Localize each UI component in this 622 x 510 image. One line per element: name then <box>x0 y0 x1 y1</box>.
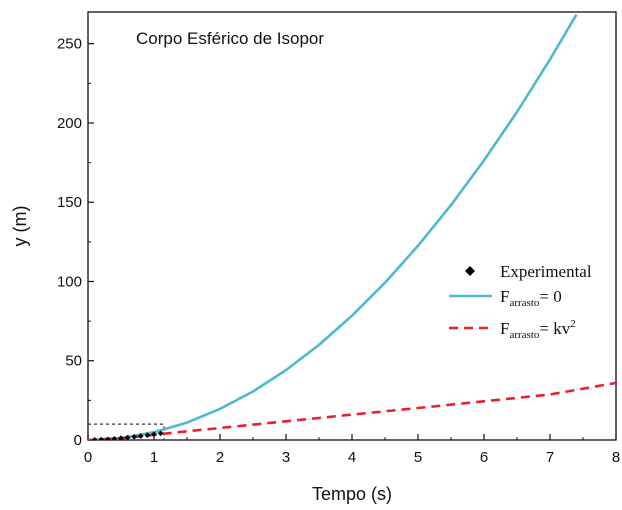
x-tick-label: 1 <box>150 449 158 466</box>
x-tick-label: 7 <box>546 449 554 466</box>
legend-fk-sub: arrasto <box>509 329 539 341</box>
experimental-point <box>157 430 164 437</box>
legend-label-f0: Farrasto= 0 <box>500 287 562 309</box>
x-tick-label: 0 <box>84 449 92 466</box>
experimental-point <box>144 432 151 439</box>
x-axis-label: Tempo (s) <box>312 484 392 504</box>
series-line-1 <box>88 14 578 440</box>
legend-f0-main: F <box>500 287 509 306</box>
x-tick-label: 8 <box>612 449 620 466</box>
legend-fk-sup: 2 <box>570 318 576 330</box>
legend-f0-sub: arrasto <box>509 297 539 309</box>
y-tick-label: 50 <box>65 353 82 370</box>
legend-fk-main: F <box>500 319 509 338</box>
y-tick-label: 200 <box>57 115 82 132</box>
legend-f0-rest: = 0 <box>539 287 561 306</box>
x-tick-label: 2 <box>216 449 224 466</box>
chart-title: Corpo Esférico de Isopor <box>136 29 324 48</box>
experimental-point <box>118 435 124 440</box>
experimental-point <box>124 434 131 440</box>
y-tick-label: 0 <box>74 432 82 449</box>
experimental-point <box>91 437 98 440</box>
x-tick-label: 3 <box>282 449 290 466</box>
x-tick-label: 4 <box>348 449 356 466</box>
series-group <box>88 14 616 440</box>
y-tick-label: 150 <box>57 194 82 211</box>
experimental-point <box>111 435 118 440</box>
experimental-point <box>151 431 157 438</box>
experimental-point <box>98 436 105 440</box>
y-tick-label: 250 <box>57 36 82 53</box>
experimental-point <box>131 434 138 440</box>
x-tick-label: 5 <box>414 449 422 466</box>
legend-fk-rest: = kv <box>539 319 570 338</box>
experimental-point <box>104 436 111 440</box>
series-line-2 <box>88 381 616 440</box>
legend-label-fk: Farrasto= kv2 <box>500 318 576 341</box>
x-tick-label: 6 <box>480 449 488 466</box>
legend-marker-experimental <box>465 266 475 276</box>
legend-label-experimental: Experimental <box>500 262 592 281</box>
y-axis-label: y (m) <box>10 206 30 247</box>
plot-frame <box>87 11 617 441</box>
y-tick-label: 100 <box>57 273 82 290</box>
experimental-point <box>137 433 144 439</box>
